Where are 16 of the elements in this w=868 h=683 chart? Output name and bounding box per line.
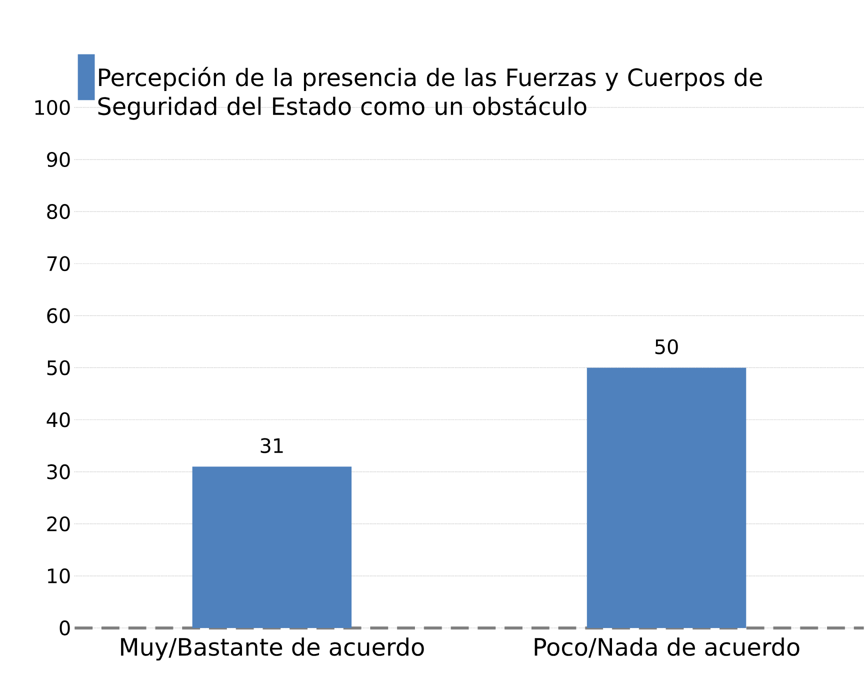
- data-label: 31: [260, 438, 283, 454]
- y-tick-label: 10: [48, 568, 70, 584]
- y-tick-label: 70: [47, 256, 70, 272]
- y-tick-label: 50: [47, 360, 70, 376]
- y-tick-label: 80: [47, 204, 70, 220]
- legend-label: Percepción de la presencia de las Fuerzas y Cuerpos de Seguridad del Estado como un obstáculo: [98, 67, 762, 120]
- y-tick-label: 90: [47, 152, 70, 168]
- y-tick-label: 20: [47, 516, 70, 532]
- y-tick-label: 40: [46, 412, 70, 428]
- y-tick-label: 60: [47, 308, 70, 324]
- data-label: 50: [655, 339, 678, 354]
- y-tick-label: 100: [35, 100, 70, 116]
- y-tick-label: 30: [47, 464, 70, 480]
- x-tick-label: Poco/Nada de acuerdo: [534, 638, 800, 658]
- x-tick-label: Muy/Bastante de acuerdo: [121, 638, 424, 661]
- y-tick-label: 0: [60, 620, 70, 636]
